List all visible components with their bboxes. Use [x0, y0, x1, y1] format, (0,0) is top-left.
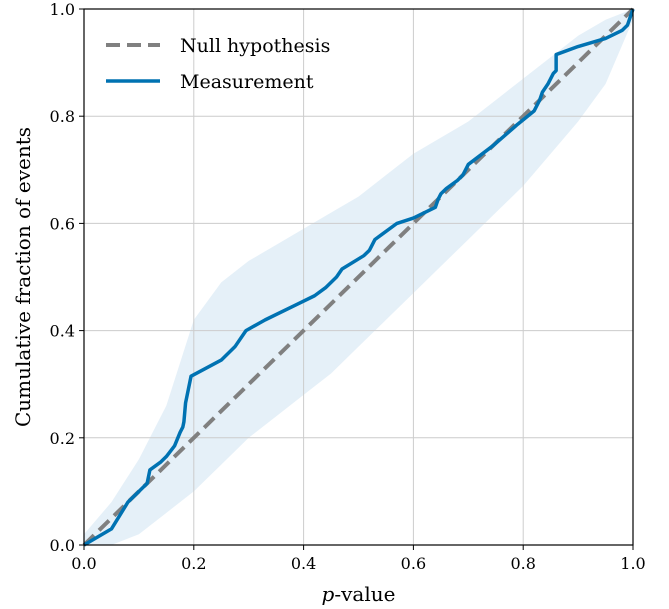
y-tick-label: 0.4 — [50, 322, 75, 341]
series-layer — [82, 7, 635, 547]
plot-frame — [83, 8, 634, 546]
ticks-layer: 0.0 0.2 0.4 0.6 0.8 1.0 0.0 0.2 0.4 0.6 0.8 1.0 — [50, 0, 646, 573]
y-axis-label: Cumulative fraction of events — [11, 127, 35, 427]
x-tick-label: 1.0 — [620, 554, 645, 573]
x-tick-label: 0.4 — [291, 554, 316, 573]
x-tick-label: 0.0 — [71, 554, 96, 573]
series-line-null-hypothesis — [82, 7, 635, 547]
y-tick-label: 1.0 — [50, 0, 75, 19]
legend-label-null-hypothesis: Null hypothesis — [180, 35, 330, 57]
x-axis-label: p-value — [322, 582, 396, 606]
x-axis-label-suffix: -value — [334, 582, 395, 606]
legend: Null hypothesis Measurement — [106, 35, 330, 93]
x-axis-label-var: p — [322, 582, 335, 606]
legend-label-measurement: Measurement — [180, 71, 314, 93]
x-tick-label: 0.8 — [510, 554, 535, 573]
series-line-measurement — [83, 8, 635, 547]
y-tick-label: 0.2 — [50, 429, 75, 448]
y-tick-label: 0.8 — [50, 107, 75, 126]
x-tick-label: 0.6 — [401, 554, 426, 573]
y-tick-label: 0.0 — [50, 536, 75, 555]
y-tick-label: 0.6 — [50, 214, 75, 233]
x-tick-label: 0.2 — [181, 554, 206, 573]
